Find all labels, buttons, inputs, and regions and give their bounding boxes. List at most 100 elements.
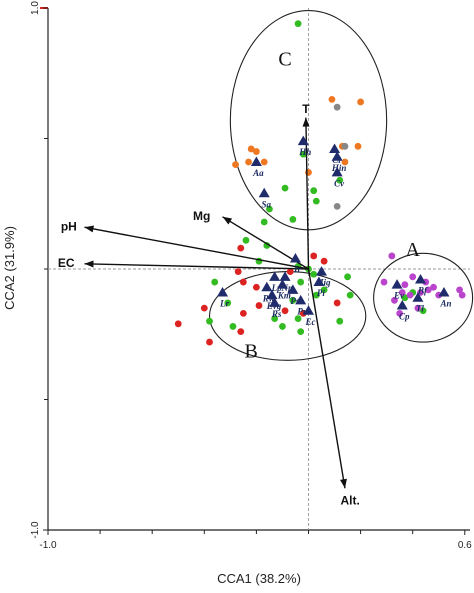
sample-point bbox=[458, 291, 466, 299]
species-label: Hh bbox=[298, 147, 311, 157]
sample-point bbox=[380, 278, 388, 286]
vector-arrowhead bbox=[340, 478, 347, 489]
group-label: C bbox=[278, 48, 291, 70]
species-triangle bbox=[331, 151, 343, 161]
data-points bbox=[174, 20, 466, 346]
species-triangle bbox=[391, 279, 403, 289]
vector-label: pH bbox=[61, 219, 77, 233]
sample-point bbox=[224, 299, 232, 307]
vector-arrow bbox=[84, 263, 309, 270]
species-label: Ir bbox=[293, 265, 302, 275]
sample-point bbox=[252, 283, 260, 291]
sample-point bbox=[354, 142, 362, 150]
sample-point bbox=[341, 158, 349, 166]
species-label: Hin bbox=[331, 163, 347, 173]
sample-point bbox=[333, 103, 341, 111]
sample-point bbox=[419, 307, 427, 315]
species-triangle bbox=[266, 289, 278, 300]
sample-point bbox=[414, 304, 422, 312]
plot-frame bbox=[40, 7, 470, 531]
x-axis-label: CCA1 (38.2%) bbox=[217, 571, 301, 586]
sample-point bbox=[260, 158, 268, 166]
sample-point bbox=[320, 257, 328, 265]
x-tick-label: -1.0 bbox=[39, 540, 57, 551]
species-triangle bbox=[295, 294, 307, 305]
sample-point bbox=[289, 216, 297, 223]
sample-point bbox=[211, 278, 219, 286]
sample-point bbox=[401, 281, 409, 289]
sample-point bbox=[206, 338, 213, 346]
species-label: Cv bbox=[334, 178, 345, 188]
group-label: B bbox=[245, 341, 258, 363]
species-triangle bbox=[269, 271, 281, 281]
sample-point bbox=[396, 309, 404, 317]
species-label: Pu bbox=[297, 306, 308, 316]
vector-arrowhead bbox=[302, 117, 310, 127]
species-triangle bbox=[250, 156, 262, 166]
sample-point bbox=[229, 323, 237, 330]
species-triangle bbox=[297, 135, 309, 146]
sample-point bbox=[252, 148, 260, 155]
axis-ticks: -1.0 0.6 1.0 -1.0 bbox=[30, 1, 472, 551]
sample-point bbox=[281, 184, 289, 192]
species-triangle bbox=[287, 284, 299, 294]
sample-point bbox=[430, 283, 437, 291]
species-label: Pi bbox=[317, 288, 325, 298]
species-triangle bbox=[276, 279, 288, 289]
species-triangle bbox=[412, 292, 424, 302]
sample-point bbox=[312, 291, 320, 299]
sample-point bbox=[333, 202, 341, 210]
vector-label: Mg bbox=[193, 209, 210, 223]
species-triangle bbox=[289, 253, 301, 263]
sample-point bbox=[336, 317, 344, 325]
sample-point bbox=[310, 270, 318, 278]
sample-point bbox=[232, 161, 239, 169]
sample-point bbox=[234, 268, 242, 276]
species-triangle bbox=[279, 271, 291, 281]
sample-point bbox=[266, 205, 273, 213]
sample-point bbox=[289, 296, 297, 304]
species-label: Sa bbox=[261, 199, 271, 209]
species-label: Ec bbox=[304, 317, 315, 327]
vector-arrowhead bbox=[222, 216, 233, 225]
sample-point bbox=[281, 307, 289, 315]
vector-label: T bbox=[302, 102, 310, 116]
sample-point bbox=[401, 294, 409, 302]
sample-point bbox=[310, 252, 318, 260]
sample-point bbox=[297, 278, 305, 286]
sample-point bbox=[357, 98, 364, 106]
species-label: Hig bbox=[316, 278, 332, 288]
sample-point bbox=[260, 218, 268, 226]
sample-point bbox=[237, 328, 245, 336]
vector-label: EC bbox=[58, 256, 75, 270]
species-label: Km bbox=[277, 291, 291, 301]
vector-label: Alt. bbox=[341, 493, 360, 507]
sample-point bbox=[310, 187, 318, 195]
sample-point bbox=[456, 286, 463, 294]
sample-point bbox=[237, 244, 245, 252]
sample-point bbox=[279, 323, 286, 330]
sample-point bbox=[336, 176, 344, 184]
group-label: A bbox=[405, 239, 420, 261]
species-triangle bbox=[261, 281, 273, 292]
sample-point bbox=[341, 142, 349, 150]
sample-point bbox=[328, 95, 336, 103]
species-label: Ev bbox=[393, 291, 405, 301]
sample-point bbox=[239, 278, 247, 286]
sample-point bbox=[424, 286, 432, 294]
y-tick-label: -1.0 bbox=[30, 521, 41, 539]
y-tick-label: 1.0 bbox=[30, 1, 41, 15]
species-labels: HhCiHinCvAaSaIrHigPiNpLpKmRwPsEvgLrRsPuE… bbox=[217, 135, 451, 327]
species-label: Lr bbox=[219, 298, 229, 308]
species-label: An bbox=[439, 298, 451, 308]
vector-arrow bbox=[84, 226, 309, 270]
species-triangle bbox=[302, 305, 314, 315]
sample-point bbox=[299, 150, 307, 158]
sample-point bbox=[297, 328, 305, 336]
environment-vectors: T Mg pH EC Alt. bbox=[58, 102, 360, 508]
species-triangle bbox=[217, 286, 229, 297]
sample-point bbox=[206, 317, 213, 325]
species-label: Lp bbox=[271, 283, 282, 293]
sample-point bbox=[409, 273, 417, 281]
